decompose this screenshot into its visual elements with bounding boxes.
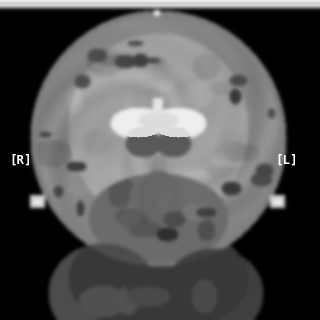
Text: [L]: [L] (275, 154, 298, 166)
Text: [R]: [R] (10, 154, 32, 166)
